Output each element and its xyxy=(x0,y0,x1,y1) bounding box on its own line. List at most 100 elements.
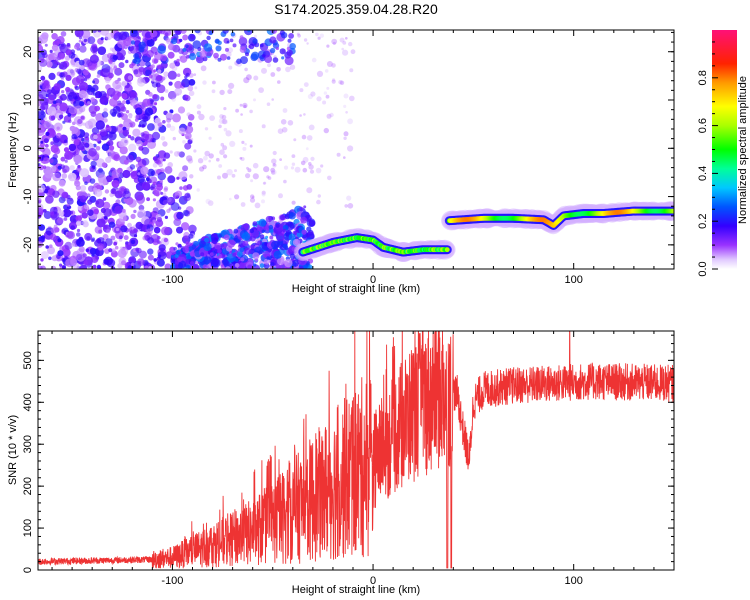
spectrogram-cell xyxy=(65,258,74,268)
spectrogram-cell xyxy=(245,52,249,57)
spectrogram-cell xyxy=(135,221,143,230)
spectrogram-cell xyxy=(228,65,233,70)
spectrogram-cell xyxy=(67,172,77,182)
spectrogram-cell xyxy=(275,223,280,228)
spectrogram-cell xyxy=(114,245,119,250)
spectrogram-cell xyxy=(276,67,281,72)
spectrogram-cell xyxy=(40,140,44,144)
spectrogram-cell xyxy=(185,55,190,59)
spectrogram-cell xyxy=(184,192,191,199)
spectrogram-cell xyxy=(96,74,101,78)
spectrogram-cell xyxy=(123,37,132,47)
spectrogram-cell xyxy=(147,254,154,261)
spectrogram-cell xyxy=(124,84,133,93)
spectrogram-cell xyxy=(315,167,322,174)
spectrogram-cell xyxy=(273,250,282,259)
spectrogram-cell xyxy=(188,79,196,86)
spectrogram-cell xyxy=(253,34,258,39)
spectrogram-cell xyxy=(202,164,207,170)
y-tick-label: 0 xyxy=(22,567,34,573)
spectrogram-cell xyxy=(68,143,77,152)
spectrogram-cell xyxy=(106,258,116,268)
spectrogram-cell xyxy=(93,255,99,261)
spectrogram-cell xyxy=(294,166,301,173)
spectrogram-cell xyxy=(211,263,215,267)
spectrogram-cell xyxy=(272,163,276,167)
spectrogram-cell xyxy=(90,87,96,93)
spectrogram-cell xyxy=(275,232,285,242)
spectrogram-cell xyxy=(125,241,129,245)
spectrogram-cell xyxy=(53,59,59,65)
spectrogram-cell xyxy=(79,195,87,203)
spectrogram-cell xyxy=(279,158,282,162)
spectrogram-cell xyxy=(258,87,264,93)
spectrogram-cell xyxy=(160,96,165,101)
spectrogram-cell xyxy=(240,202,246,207)
spectrogram-cell xyxy=(189,251,195,257)
spectrogram-cell xyxy=(72,121,76,126)
spectrogram-cell xyxy=(217,175,221,180)
spectrogram-cell xyxy=(291,154,296,159)
spectrogram-cell xyxy=(56,105,60,109)
spectrogram-cell xyxy=(102,201,111,210)
spectrogram-cell xyxy=(89,54,99,64)
spectrogram-cell xyxy=(66,43,71,47)
spectrogram-cell xyxy=(343,136,347,140)
spectrogram-cell xyxy=(261,192,266,197)
spectrogram-cell xyxy=(184,142,192,150)
spectrogram-cell xyxy=(194,30,201,34)
spectrogram-cell xyxy=(204,127,209,131)
spectrogram-cell xyxy=(136,140,143,147)
spectrogram-cell xyxy=(291,162,296,166)
spectrogram-cell xyxy=(40,102,49,110)
spectrogram-cell xyxy=(348,41,353,47)
spectrogram-cell xyxy=(67,113,72,117)
spectrogram-cell xyxy=(269,36,277,44)
spectrogram-cell xyxy=(289,64,296,70)
spectrogram-cell xyxy=(167,70,177,80)
y-tick-label: 20 xyxy=(22,46,34,58)
spectrogram-cell xyxy=(147,168,155,177)
spectrogram-cell xyxy=(261,190,266,195)
spectrogram-cell xyxy=(167,162,173,168)
spectrogram-cell xyxy=(132,58,138,64)
spectrogram-cell xyxy=(74,30,84,38)
spectrogram-cell xyxy=(38,207,44,217)
colorbar-gradient xyxy=(712,30,737,269)
spectrogram-cell xyxy=(244,247,252,255)
spectrogram-cell xyxy=(47,246,55,255)
spectrogram-cell xyxy=(61,90,65,94)
spectrogram-cell xyxy=(97,46,107,55)
spectrogram-cell xyxy=(38,200,42,204)
spectrogram-cell xyxy=(241,140,245,144)
spectrogram-cell xyxy=(200,252,205,257)
spectrogram-cell xyxy=(74,85,80,91)
spectrogram-cell xyxy=(129,45,138,54)
spectrogram-cell xyxy=(207,200,214,206)
spectrogram-cell xyxy=(222,172,228,179)
spectrogram-cell xyxy=(303,82,309,87)
spectrogram-cell xyxy=(135,194,146,204)
spectrogram-cell xyxy=(198,113,205,121)
spectrogram-cell xyxy=(202,256,211,265)
spectrogram-cell xyxy=(157,69,162,74)
spectrogram-cell xyxy=(95,120,106,130)
spectrogram-cell xyxy=(45,131,50,136)
spectrogram-cell xyxy=(185,264,191,269)
spectrogram-cell xyxy=(78,59,85,66)
spectrogram-cell xyxy=(263,166,270,173)
spectrogram-cell xyxy=(153,258,157,262)
spectrogram-cell xyxy=(288,33,294,39)
spectrogram-cell xyxy=(82,69,89,76)
spectrogram-cell xyxy=(254,202,261,209)
spectrogram-cell xyxy=(76,228,81,233)
spectrogram-cell xyxy=(133,53,140,59)
spectrogram-cell xyxy=(145,177,150,182)
spectrogram-cell xyxy=(165,37,171,43)
spectrogram-cell xyxy=(253,98,256,102)
colorbar: 0.0 0.2 0.4 0.6 0.8 Normalized spectral ampl… xyxy=(697,30,749,277)
spectrogram-cell xyxy=(186,112,191,117)
spectrogram-cell xyxy=(306,187,313,194)
spectrogram-cell xyxy=(261,199,265,204)
